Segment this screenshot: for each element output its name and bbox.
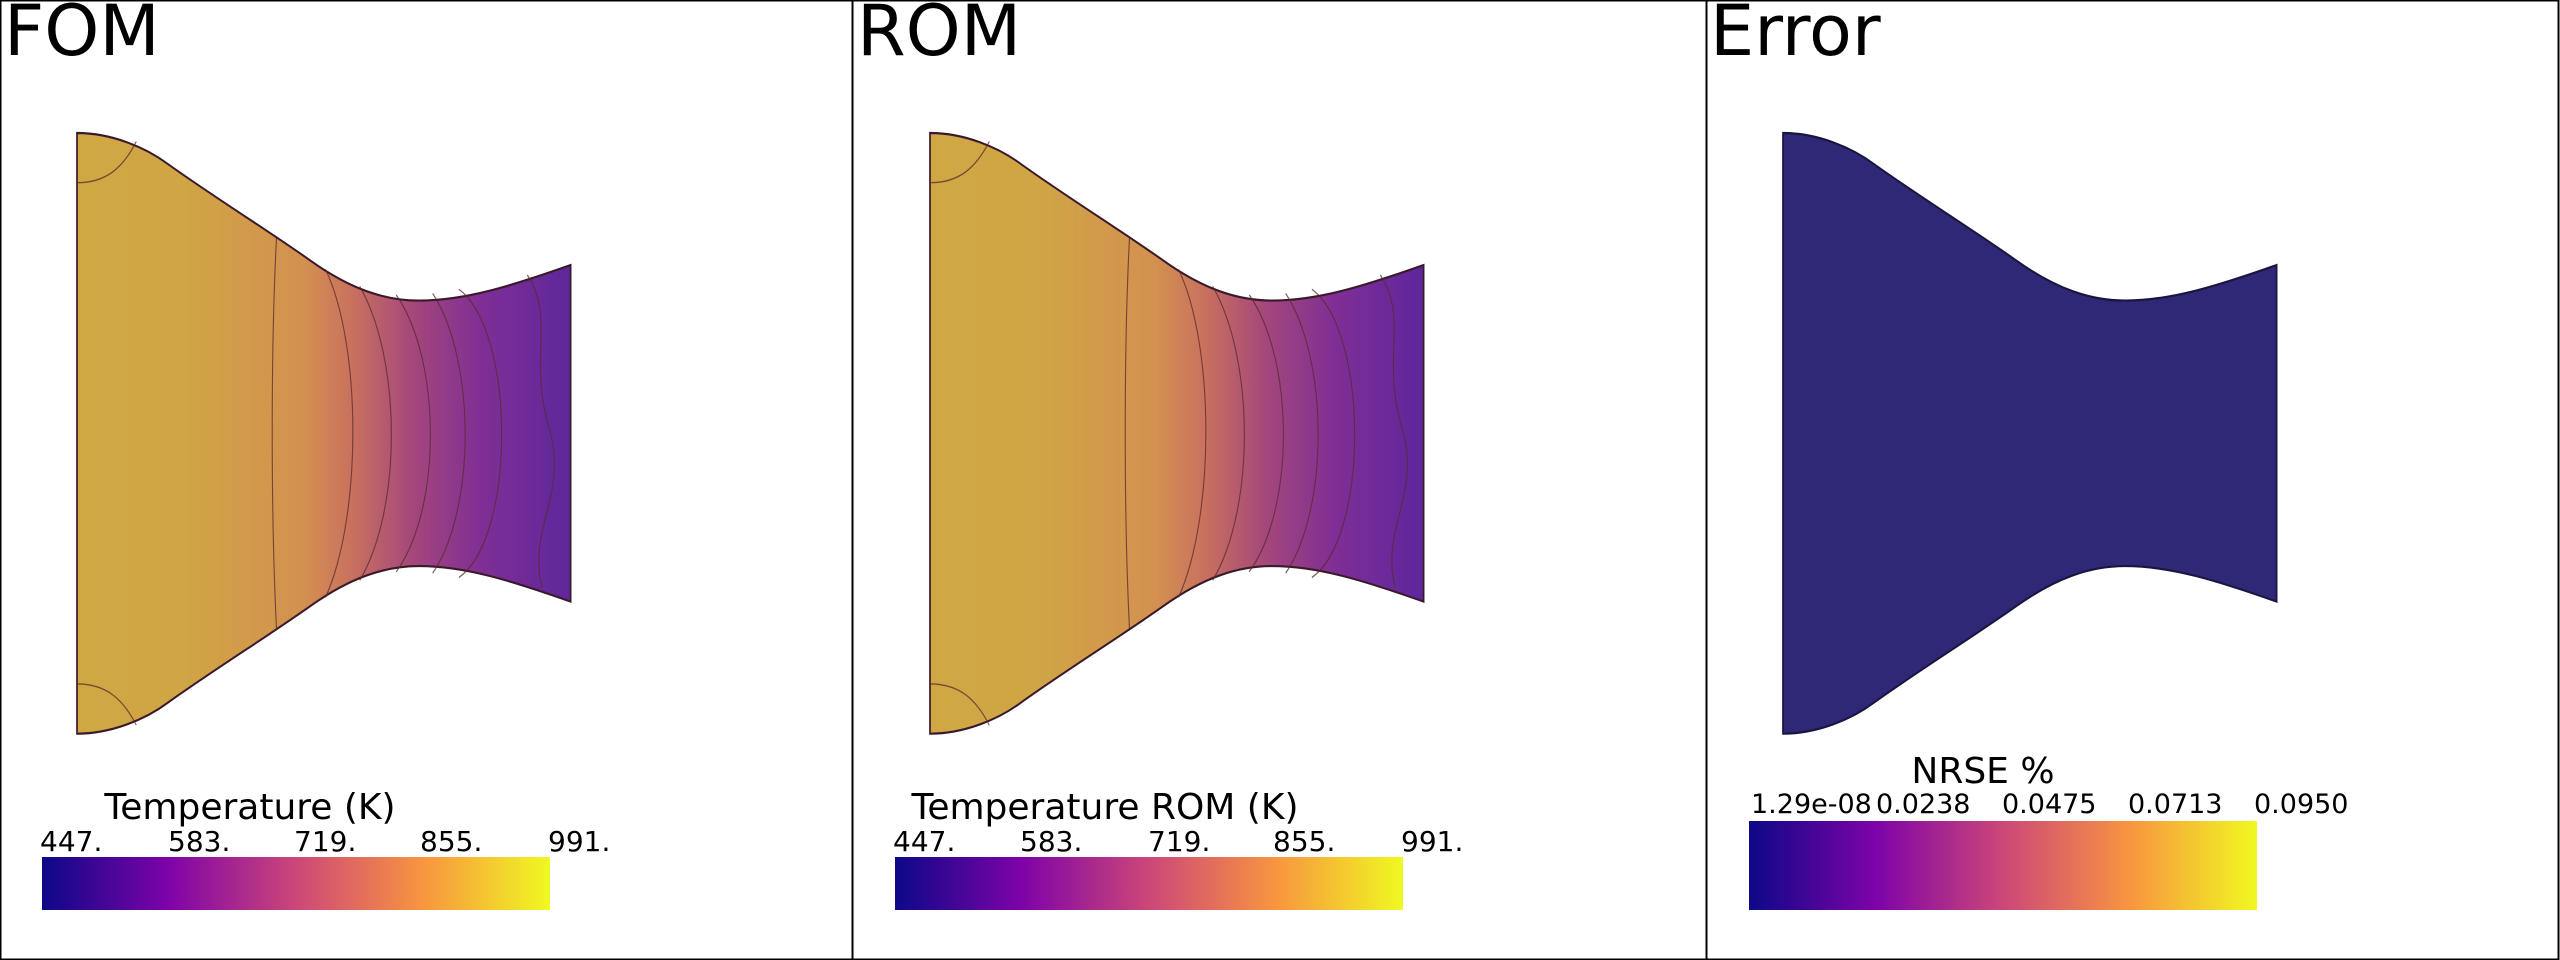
rom-contour-corner-top (929, 141, 990, 184)
colorbar-bar-fom (42, 857, 550, 910)
colorbar-tick-error-4: 0.0950 (2254, 789, 2348, 820)
panel-title-error: Error (1710, 0, 1881, 72)
panel-title-fom: FOM (4, 0, 160, 72)
rom-contour-6 (1311, 288, 1356, 579)
colorbar-tick-error-1: 0.0238 (1876, 789, 1970, 820)
fom-contour-1 (271, 238, 278, 629)
fom-temperature-field (75, 131, 572, 735)
colorbar-tick-fom-1: 583. (168, 825, 230, 858)
colorbar-title-error: NRSE % (1911, 751, 2054, 792)
fom-nozzle-body (75, 131, 572, 735)
colorbar-bar-rom (895, 857, 1403, 910)
rom-contour-lines (929, 141, 1408, 726)
rom-contour-4 (1248, 294, 1284, 573)
colorbar-tick-fom-3: 855. (420, 825, 482, 858)
colorbar-tick-error-0: 1.29e-08 (1751, 789, 1872, 820)
rom-contour-5 (1285, 293, 1319, 574)
panel-title-rom: ROM (857, 0, 1021, 72)
error-nozzle-body (1781, 131, 2278, 735)
rom-contour-1 (1124, 238, 1131, 629)
fom-contour-corner-bottom (76, 683, 137, 726)
colorbar-title-rom: Temperature ROM (K) (910, 787, 1298, 828)
colorbar-tick-rom-1: 583. (1020, 825, 1082, 858)
colorbar-tick-fom-2: 719. (294, 825, 356, 858)
rom-contour-2 (1178, 268, 1207, 598)
colorbar-tick-rom-3: 855. (1273, 825, 1335, 858)
rom-contour-corner-bottom (929, 683, 990, 726)
fom-contour-6 (458, 288, 503, 579)
rom-nozzle-body (928, 131, 1425, 735)
rom-temperature-field (928, 131, 1425, 735)
rom-contour-3 (1212, 285, 1245, 581)
fom-contour-5 (432, 293, 466, 574)
fom-contour-lines (76, 141, 555, 726)
colorbar-tick-error-3: 0.0713 (2128, 789, 2222, 820)
colorbar-rom: Temperature ROM (K) 447. 583. 719. 855. … (893, 787, 1463, 910)
colorbar-tick-error-2: 0.0475 (2002, 789, 2096, 820)
colorbar-tick-rom-2: 719. (1148, 825, 1210, 858)
fom-contour-3 (359, 285, 392, 581)
colorbar-tick-fom-0: 447. (40, 825, 102, 858)
fom-contour-corner-top (76, 141, 137, 184)
fom-contour-7 (526, 274, 555, 588)
error-field (1781, 131, 2278, 735)
fom-contour-2 (325, 268, 354, 598)
colorbar-bar-error (1749, 821, 2257, 910)
colorbar-tick-rom-0: 447. (893, 825, 955, 858)
colorbar-title-fom: Temperature (K) (103, 787, 395, 828)
colorbar-fom: Temperature (K) 447. 583. 719. 855. 991. (40, 787, 610, 910)
rom-contour-7 (1379, 274, 1408, 588)
colorbar-error: NRSE % 1.29e-08 0.0238 0.0475 0.0713 0.0… (1749, 751, 2348, 910)
colorbar-tick-rom-4: 991. (1401, 825, 1463, 858)
colorbar-tick-fom-4: 991. (548, 825, 610, 858)
fom-contour-4 (395, 294, 431, 573)
